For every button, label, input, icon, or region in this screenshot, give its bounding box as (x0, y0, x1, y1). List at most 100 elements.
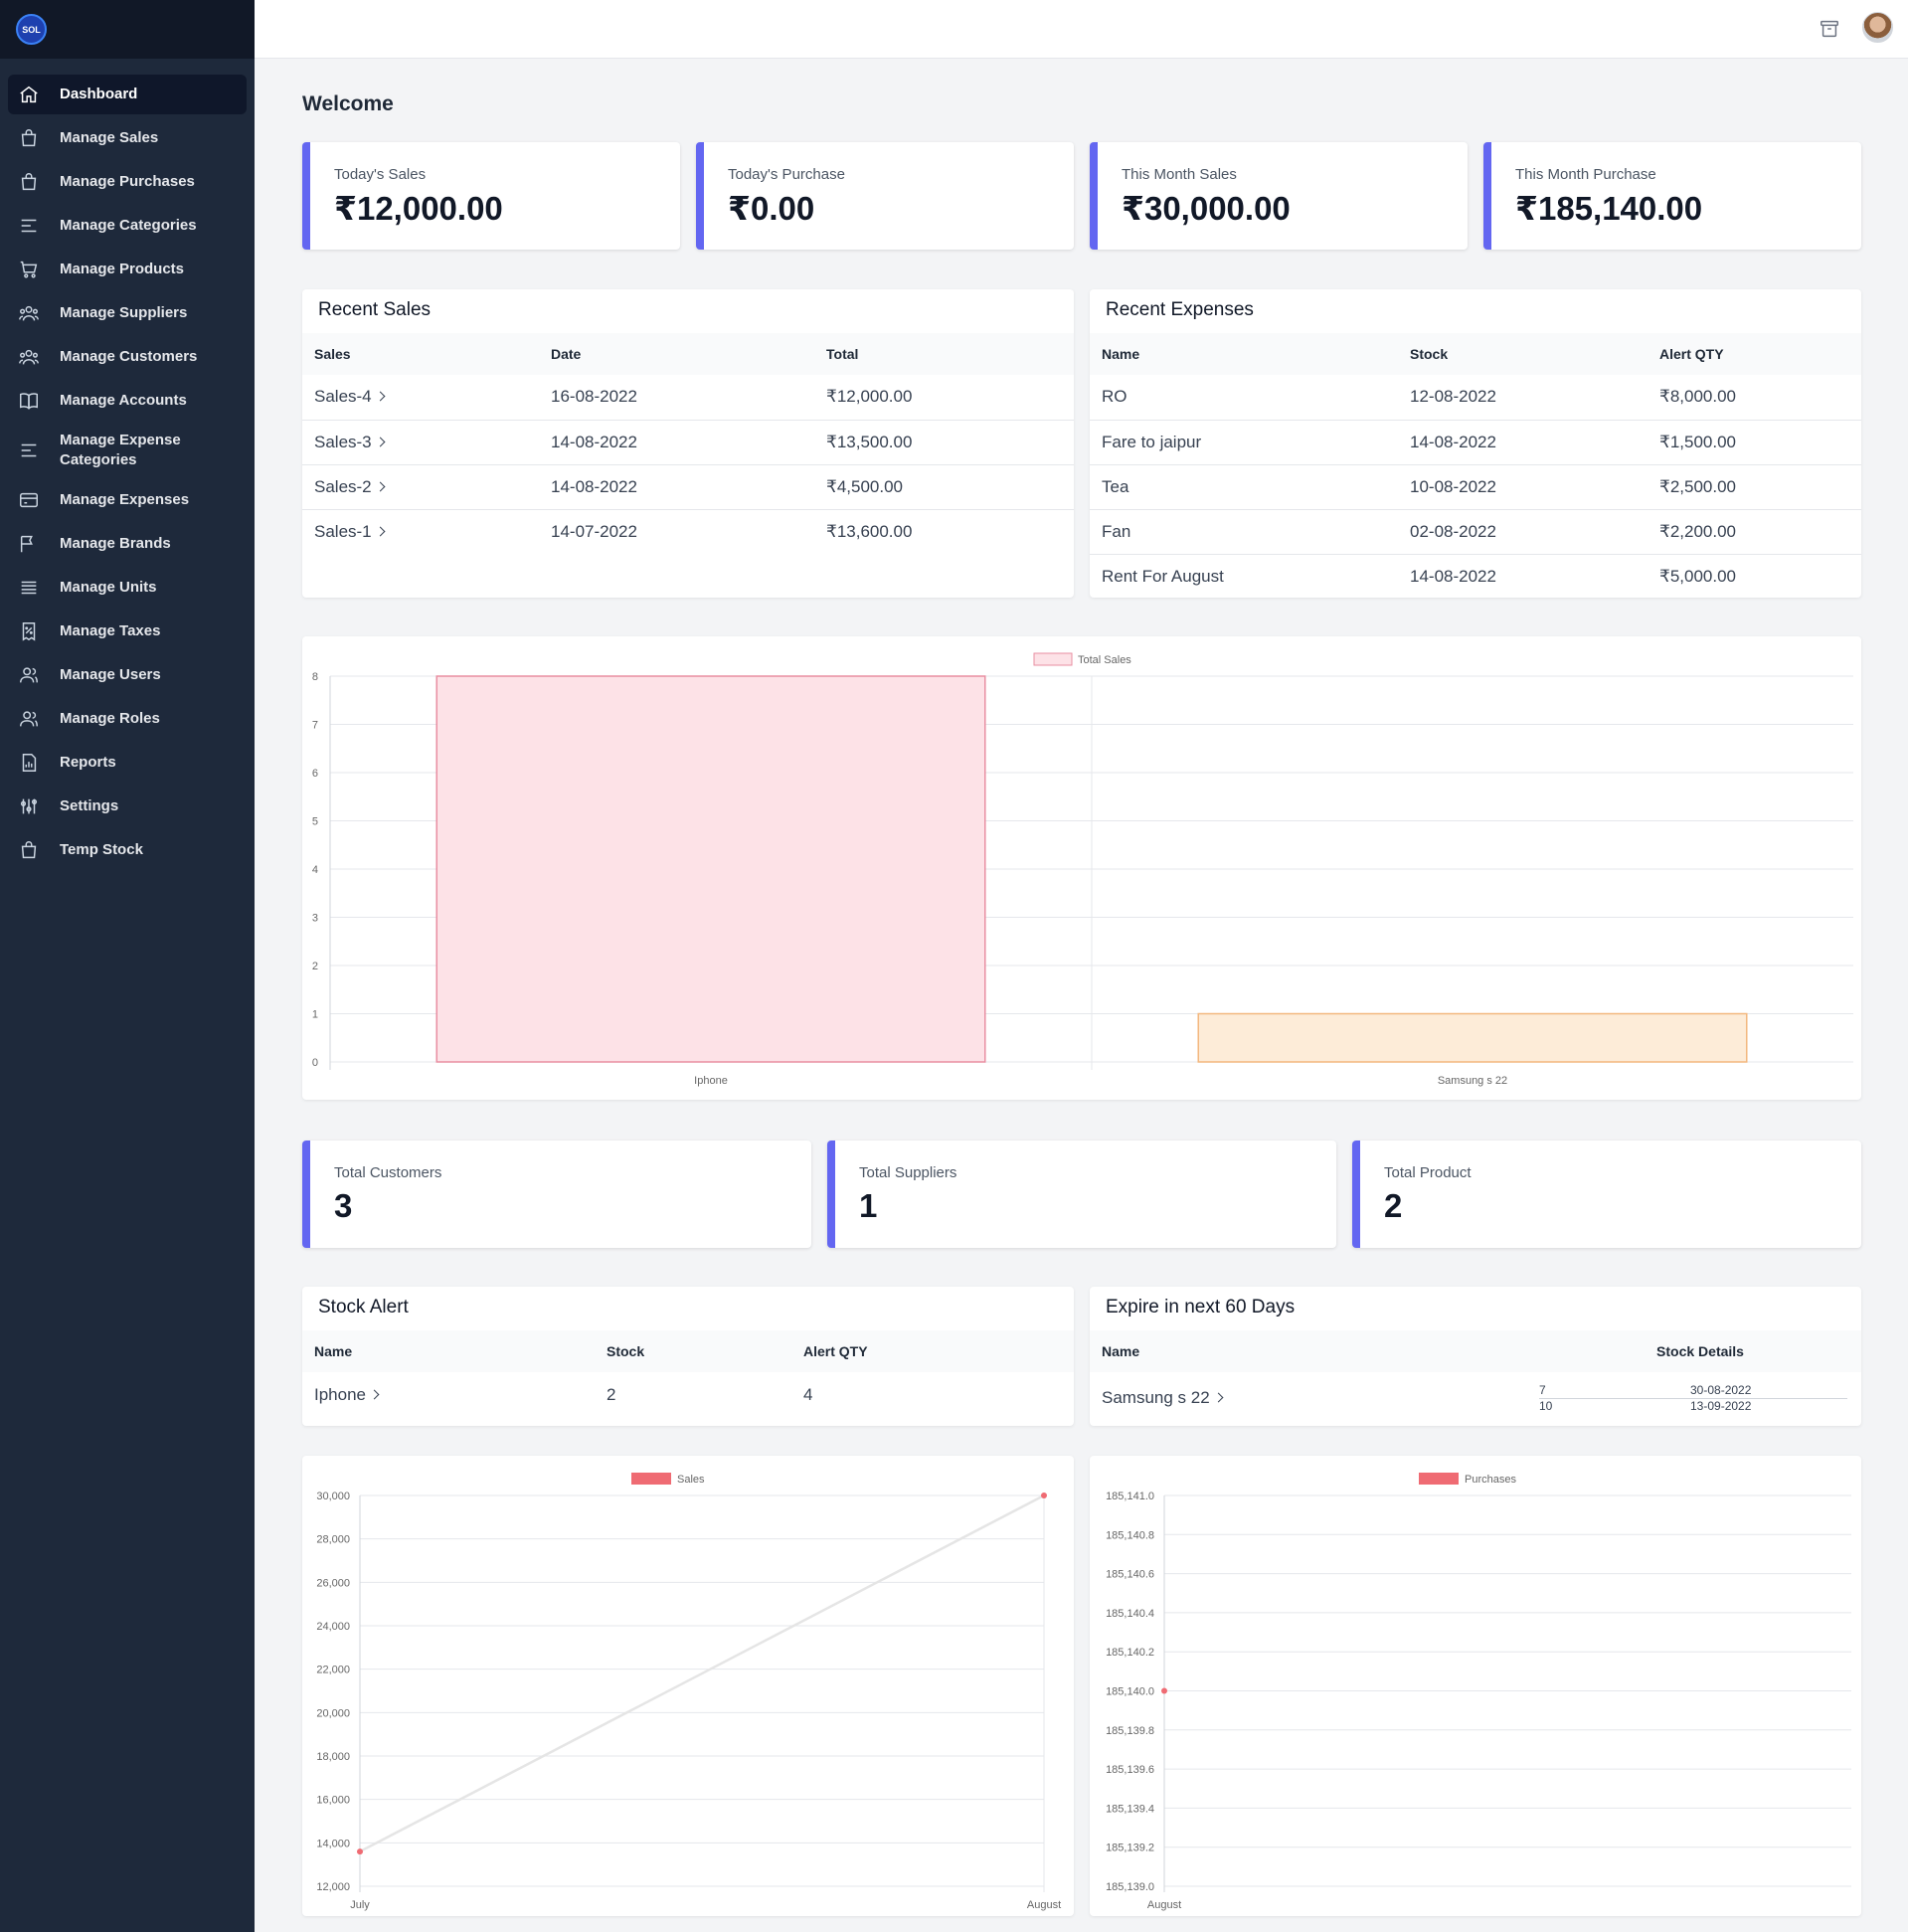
book-open-icon (18, 390, 40, 412)
bar-iphone (435, 675, 986, 1063)
table-cell: 4 (803, 1384, 813, 1404)
sidebar-nav: Dashboard Manage Sales Manage Purchases Man… (0, 59, 255, 890)
sidebar-item-manage-categories[interactable]: Manage Categories (8, 206, 247, 246)
stat-label: Today's Sales (334, 166, 427, 183)
row-link[interactable]: Samsung s 22 (1090, 1372, 1527, 1424)
bottom-stats-row: Total Customers 3 Total Suppliers 1 Tota… (302, 1141, 1861, 1248)
sidebar-item-manage-suppliers[interactable]: Manage Suppliers (8, 293, 247, 333)
sidebar-item-manage-users[interactable]: Manage Users (8, 655, 247, 695)
row-link[interactable]: Sales-2 (302, 464, 539, 510)
stock-detail-row: 10 13-09-2022 (1539, 1398, 1847, 1414)
chevron-right-icon (375, 481, 386, 491)
receipt-tax-icon (18, 620, 40, 642)
sidebar-item-manage-accounts[interactable]: Manage Accounts (8, 381, 247, 421)
stat-label: Total Customers (334, 1164, 442, 1181)
users-icon (18, 664, 40, 686)
table-row: RO 12-08-2022 ₹8,000.00 (1090, 375, 1861, 421)
table-row: Tea 10-08-2022 ₹2,500.00 (1090, 464, 1861, 510)
row-link[interactable]: Sales-1 (302, 509, 539, 554)
sidebar-item-manage-roles[interactable]: Manage Roles (8, 699, 247, 739)
sales-line-chart: 12,000 14,000 16,000 18,000 20,000 22,000 24,0… (316, 1473, 1061, 1911)
legend-swatch (1419, 1473, 1459, 1485)
table-cell: ₹4,500.00 (814, 464, 1074, 510)
shopping-bag-icon (18, 171, 40, 193)
table-row: Sales-4 16-08-2022 ₹12,000.00 (302, 375, 1074, 421)
stat-value: ₹30,000.00 (1122, 190, 1291, 227)
table-cell: Tea (1090, 464, 1398, 510)
sidebar-item-manage-customers[interactable]: Manage Customers (8, 337, 247, 377)
x-tick-label: August (1147, 1899, 1181, 1911)
column-header: Date (551, 346, 582, 362)
table-cell: 14-08-2022 (539, 420, 814, 465)
sidebar-item-label: Manage Units (60, 579, 157, 596)
sidebar-item-settings[interactable]: Settings (8, 787, 247, 826)
y-tick-label: 185,139.2 (1106, 1843, 1154, 1854)
y-tick-label: 28,000 (316, 1534, 350, 1546)
y-tick-label: 26,000 (316, 1577, 350, 1589)
flag-icon (18, 533, 40, 555)
sidebar-item-label: Manage Products (60, 261, 185, 277)
stock-alert-panel: Stock Alert Name Stock Alert QTY Iphone 2… (302, 1287, 1074, 1426)
row-link[interactable]: Sales-4 (302, 375, 539, 421)
sidebar-item-manage-expenses[interactable]: Manage Expenses (8, 480, 247, 520)
stat-label: Total Suppliers (859, 1164, 957, 1181)
x-tick-label: Iphone (694, 1075, 728, 1087)
users-icon (18, 708, 40, 730)
panel-title: Stock Alert (318, 1297, 409, 1317)
y-tick-label: 185,140.4 (1106, 1608, 1154, 1620)
table-cell: 12-08-2022 (1398, 375, 1648, 421)
stat-card-total-customers: Total Customers 3 (302, 1141, 811, 1248)
table-row: Rent For August 14-08-2022 ₹5,000.00 (1090, 554, 1861, 598)
sidebar-item-reports[interactable]: Reports (8, 743, 247, 783)
row-link[interactable]: Iphone (302, 1372, 595, 1417)
menu-icon (18, 577, 40, 599)
sidebar-item-dashboard[interactable]: Dashboard (8, 75, 247, 114)
recent-expenses-panel: Recent Expenses Name Stock Alert QTY RO 1… (1090, 289, 1861, 598)
stat-card-month-sales: This Month Sales ₹30,000.00 (1090, 142, 1468, 250)
sidebar-item-manage-products[interactable]: Manage Products (8, 250, 247, 289)
stat-card-month-purchase: This Month Purchase ₹185,140.00 (1483, 142, 1861, 250)
table-cell: 14-08-2022 (1398, 420, 1648, 465)
sidebar-item-temp-stock[interactable]: Temp Stock (8, 830, 247, 870)
sidebar-item-manage-sales[interactable]: Manage Sales (8, 118, 247, 158)
data-point (357, 1848, 363, 1855)
table-cell: 10-08-2022 (1398, 464, 1648, 510)
app-logo[interactable]: SOL (16, 14, 47, 45)
sidebar-item-manage-purchases[interactable]: Manage Purchases (8, 162, 247, 202)
sidebar-item-label: Manage Purchases (60, 173, 195, 190)
table-header-row: Name Stock Alert QTY (302, 1330, 1074, 1372)
table-cell: RO (1090, 375, 1398, 421)
sidebar-item-manage-units[interactable]: Manage Units (8, 568, 247, 608)
table-cell: 14-08-2022 (1410, 566, 1496, 586)
stat-value: ₹0.00 (728, 190, 815, 227)
y-tick-label: 4 (312, 864, 318, 876)
table-row: Fan 02-08-2022 ₹2,200.00 (1090, 509, 1861, 555)
sidebar-item-manage-taxes[interactable]: Manage Taxes (8, 612, 247, 651)
row-link[interactable]: Sales-3 (302, 420, 539, 465)
purchases-line-chart-panel: 185,139.0 185,139.2 185,139.4 185,139.6 185,… (1090, 1456, 1861, 1916)
column-header: Name (314, 1343, 353, 1359)
sidebar-item-manage-brands[interactable]: Manage Brands (8, 524, 247, 564)
expire-panel: Expire in next 60 Days Name Stock Detail… (1090, 1287, 1861, 1426)
user-avatar[interactable] (1862, 12, 1893, 43)
table-cell: 2 (607, 1384, 616, 1404)
y-tick-label: 6 (312, 768, 318, 780)
column-header: Stock (1410, 346, 1449, 362)
legend-label: Purchases (1465, 1474, 1516, 1486)
sidebar-item-label: Manage Expenses (60, 491, 190, 508)
archive-icon[interactable] (1819, 18, 1840, 40)
menu-alt-icon (18, 439, 40, 461)
shopping-bag-icon (18, 127, 40, 149)
panel-title: Expire in next 60 Days (1106, 1297, 1296, 1317)
sidebar-item-label: Dashboard (60, 86, 138, 102)
column-header: Stock (607, 1343, 645, 1359)
y-tick-label: 185,139.4 (1106, 1803, 1154, 1815)
table-row: Sales-1 14-07-2022 ₹13,600.00 (302, 509, 1074, 554)
sidebar-item-label: Manage Taxes (60, 622, 161, 639)
column-header: Name (1102, 346, 1140, 362)
sidebar-item-manage-expense-categories[interactable]: Manage Expense Categories (8, 425, 247, 476)
user-group-icon (18, 302, 40, 324)
table-cell: 02-08-2022 (1398, 509, 1648, 555)
menu-alt-icon (18, 215, 40, 237)
column-header: Sales (314, 346, 351, 362)
